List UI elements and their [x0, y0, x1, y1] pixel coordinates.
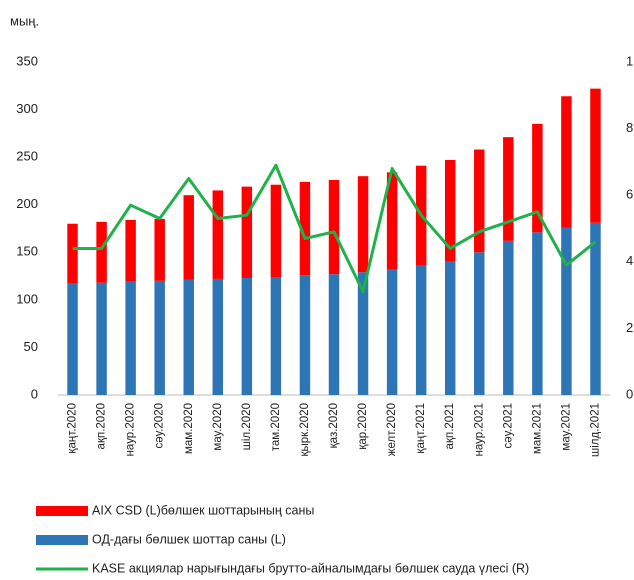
- x-tick-label: желт.2020: [386, 403, 398, 456]
- bar: [67, 283, 78, 395]
- bar: [96, 282, 107, 395]
- bar: [299, 275, 311, 395]
- bar: [474, 252, 485, 395]
- bar: [590, 88, 601, 223]
- bar: [241, 277, 253, 395]
- x-tick-label: қаңт.2021: [415, 403, 427, 454]
- y-tick-label: 0: [31, 386, 38, 401]
- bar: [328, 179, 340, 275]
- x-tick-label: мау.2020: [212, 403, 224, 451]
- y-tick-label: 300: [16, 101, 38, 116]
- bar: [561, 96, 572, 228]
- y-unit-label: мың.: [10, 13, 39, 28]
- legend-label: KASE акциялар нарығындағы брутто-айналым…: [92, 561, 529, 575]
- bar: [270, 277, 282, 395]
- bar: [125, 219, 136, 282]
- bar: [299, 181, 311, 276]
- x-tick-label: қырк.2020: [299, 403, 311, 457]
- y-tick-label: 50: [24, 339, 38, 354]
- legend-label: AIX CSD (L)бөлшек шоттарының саны: [92, 503, 314, 517]
- bar: [474, 149, 485, 253]
- bar: [503, 137, 514, 241]
- y2-tick-label: 4: [626, 253, 633, 268]
- bar: [270, 184, 282, 278]
- bar: [328, 274, 340, 395]
- y2-tick-label: 6: [626, 187, 633, 202]
- bar: [67, 223, 78, 284]
- x-tick-label: ақп.2020: [96, 403, 108, 449]
- x-tick-label: наур.2021: [473, 403, 485, 456]
- x-tick-label: ақп.2021: [444, 403, 456, 449]
- bar: [212, 278, 224, 395]
- bar: [96, 221, 107, 283]
- bar: [386, 269, 398, 395]
- x-tick-label: қаз.2020: [328, 403, 340, 448]
- bar: [183, 195, 194, 280]
- legend-label: ОД-дағы бөлшек шоттар саны (L): [92, 532, 286, 546]
- x-tick-label: мам.2021: [531, 403, 543, 454]
- y2-tick-label: 0: [626, 386, 633, 401]
- bar: [561, 227, 572, 395]
- line-series: [72, 163, 597, 294]
- bar: [415, 265, 427, 395]
- bar: [125, 281, 136, 395]
- legend-swatch: [36, 506, 88, 516]
- y2-tick-label: 2: [626, 320, 633, 335]
- y-tick-label: 150: [16, 244, 38, 259]
- bar: [183, 279, 194, 395]
- x-tick-label: қар.2020: [357, 403, 369, 450]
- bar: [357, 176, 369, 273]
- x-tick-label: қаңт.2020: [67, 403, 79, 454]
- x-tick-label: мау.2021: [560, 403, 572, 451]
- bar: [154, 218, 165, 281]
- bar: [154, 280, 165, 395]
- x-tick-label: сәу.2020: [154, 403, 166, 449]
- bar: [444, 159, 456, 262]
- bar: [241, 186, 253, 278]
- bar: [212, 190, 224, 279]
- legend-swatch: [36, 535, 88, 545]
- x-tick-label: там.2020: [270, 403, 282, 451]
- y-tick-label: 250: [16, 149, 38, 164]
- x-tick-label: шіл.2020: [241, 403, 253, 450]
- y-tick-label: 350: [16, 53, 38, 68]
- y-tick-label: 100: [16, 291, 38, 306]
- y2-tick-label: 8: [626, 120, 633, 135]
- x-tick-label: мам.2020: [183, 403, 195, 454]
- bar: [357, 272, 369, 395]
- bar: [532, 123, 543, 233]
- bar: [444, 261, 456, 395]
- y-tick-label: 200: [16, 196, 38, 211]
- x-tick-label: шілд.2021: [590, 403, 602, 457]
- x-tick-label: сәу.2021: [502, 403, 514, 449]
- bar: [503, 240, 514, 395]
- bar: [386, 172, 398, 270]
- bar: [590, 222, 601, 395]
- x-tick-label: наур.2020: [125, 403, 137, 456]
- bar: [532, 232, 543, 395]
- y2-tick-label: 1: [626, 53, 633, 68]
